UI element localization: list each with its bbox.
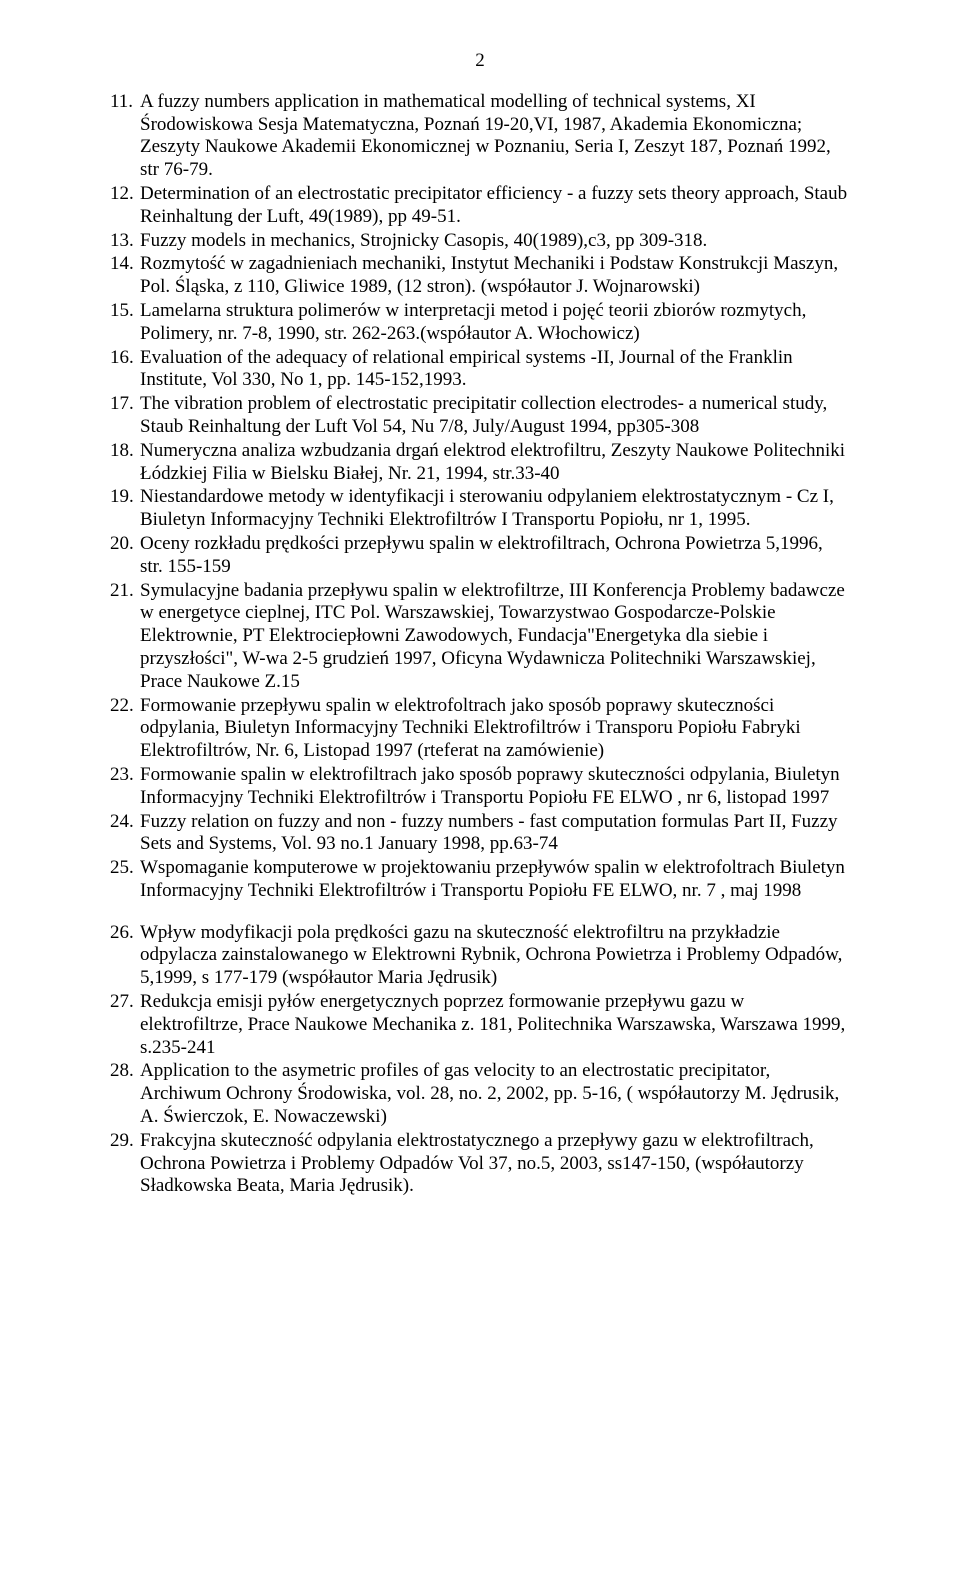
- reference-item: 22. Formowanie przepływu spalin w elektr…: [110, 695, 850, 763]
- reference-number: 26.: [110, 922, 140, 945]
- reference-number: 14.: [110, 253, 140, 276]
- reference-number: 15.: [110, 300, 140, 323]
- reference-item: 29. Frakcyjna skuteczność odpylania elek…: [110, 1130, 850, 1198]
- reference-text: Evaluation of the adequacy of relational…: [140, 347, 850, 393]
- reference-item: 15. Lamelarna struktura polimerów w inte…: [110, 300, 850, 346]
- reference-item: 13. Fuzzy models in mechanics, Strojnick…: [110, 230, 850, 253]
- reference-text: Rozmytość w zagadnieniach mechaniki, Ins…: [140, 253, 850, 299]
- reference-item: 26. Wpływ modyfikacji pola prędkości gaz…: [110, 922, 850, 990]
- reference-text: Frakcyjna skuteczność odpylania elektros…: [140, 1130, 850, 1198]
- reference-text: Lamelarna struktura polimerów w interpre…: [140, 300, 850, 346]
- reference-text: Formowanie przepływu spalin w elektrofol…: [140, 695, 850, 763]
- reference-number: 16.: [110, 347, 140, 370]
- reference-number: 13.: [110, 230, 140, 253]
- reference-number: 22.: [110, 695, 140, 718]
- reference-text: Fuzzy models in mechanics, Strojnicky Ca…: [140, 230, 850, 253]
- reference-text: Determination of an electrostatic precip…: [140, 183, 850, 229]
- reference-number: 27.: [110, 991, 140, 1014]
- reference-number: 28.: [110, 1060, 140, 1083]
- reference-item: 27. Redukcja emisji pyłów energetycznych…: [110, 991, 850, 1059]
- reference-text: Fuzzy relation on fuzzy and non - fuzzy …: [140, 811, 850, 857]
- document-page: 2 11. A fuzzy numbers application in mat…: [0, 0, 960, 1249]
- reference-number: 18.: [110, 440, 140, 463]
- reference-item: 18. Numeryczna analiza wzbudzania drgań …: [110, 440, 850, 486]
- reference-item: 11. A fuzzy numbers application in mathe…: [110, 91, 850, 182]
- reference-item: 20. Oceny rozkładu prędkości przepływu s…: [110, 533, 850, 579]
- reference-number: 29.: [110, 1130, 140, 1153]
- reference-text: Oceny rozkładu prędkości przepływu spali…: [140, 533, 850, 579]
- reference-text: Formowanie spalin w elektrofiltrach jako…: [140, 764, 850, 810]
- reference-item: 19. Niestandardowe metody w identyfikacj…: [110, 486, 850, 532]
- reference-number: 23.: [110, 764, 140, 787]
- reference-number: 12.: [110, 183, 140, 206]
- reference-text: Wpływ modyfikacji pola prędkości gazu na…: [140, 922, 850, 990]
- reference-item: 17. The vibration problem of electrostat…: [110, 393, 850, 439]
- reference-item: 21. Symulacyjne badania przepływu spalin…: [110, 580, 850, 694]
- paragraph-gap: [110, 904, 850, 922]
- reference-item: 16. Evaluation of the adequacy of relati…: [110, 347, 850, 393]
- reference-number: 21.: [110, 580, 140, 603]
- page-number: 2: [110, 50, 850, 73]
- reference-item: 23. Formowanie spalin w elektrofiltrach …: [110, 764, 850, 810]
- reference-text: Niestandardowe metody w identyfikacji i …: [140, 486, 850, 532]
- reference-item: 24. Fuzzy relation on fuzzy and non - fu…: [110, 811, 850, 857]
- reference-number: 25.: [110, 857, 140, 880]
- reference-text: Numeryczna analiza wzbudzania drgań elek…: [140, 440, 850, 486]
- reference-item: 25. Wspomaganie komputerowe w projektowa…: [110, 857, 850, 903]
- reference-text: Wspomaganie komputerowe w projektowaniu …: [140, 857, 850, 903]
- reference-text: The vibration problem of electrostatic p…: [140, 393, 850, 439]
- reference-item: 12. Determination of an electrostatic pr…: [110, 183, 850, 229]
- reference-text: Symulacyjne badania przepływu spalin w e…: [140, 580, 850, 694]
- reference-number: 17.: [110, 393, 140, 416]
- reference-text: A fuzzy numbers application in mathemati…: [140, 91, 850, 182]
- reference-number: 19.: [110, 486, 140, 509]
- reference-item: 28. Application to the asymetric profile…: [110, 1060, 850, 1128]
- reference-number: 20.: [110, 533, 140, 556]
- reference-item: 14. Rozmytość w zagadnieniach mechaniki,…: [110, 253, 850, 299]
- reference-number: 24.: [110, 811, 140, 834]
- reference-text: Application to the asymetric profiles of…: [140, 1060, 850, 1128]
- reference-number: 11.: [110, 91, 140, 114]
- reference-list: 11. A fuzzy numbers application in mathe…: [110, 91, 850, 1198]
- reference-text: Redukcja emisji pyłów energetycznych pop…: [140, 991, 850, 1059]
